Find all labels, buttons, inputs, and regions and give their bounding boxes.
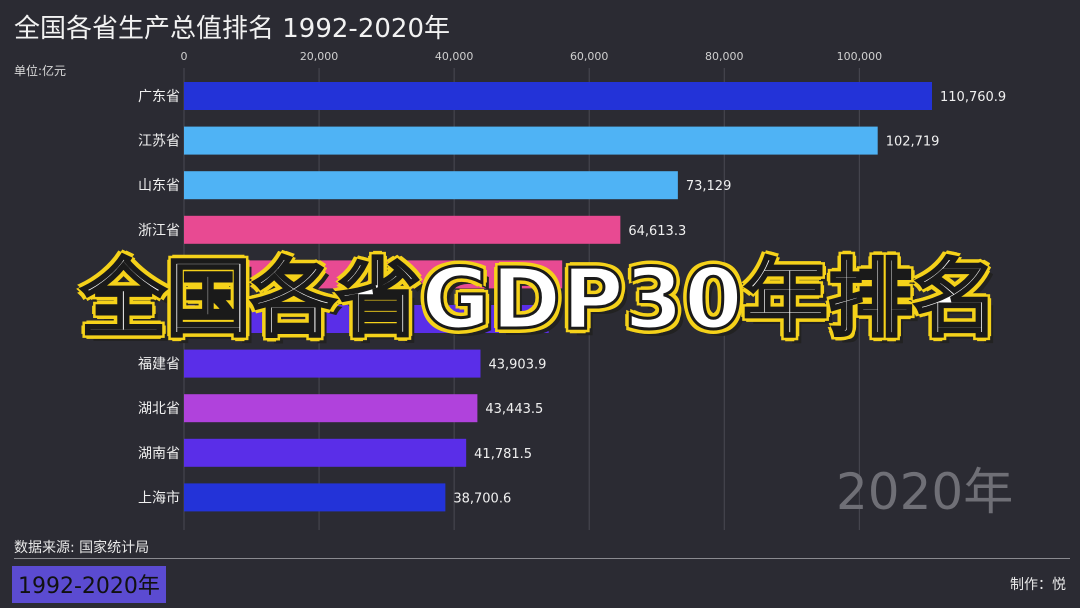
x-tick-label: 20,000 <box>300 50 339 63</box>
value-label: 38,700.6 <box>453 491 511 506</box>
x-tick-label: 40,000 <box>435 50 474 63</box>
value-label: 41,781.5 <box>474 447 532 462</box>
credit: 制作：悦 <box>1010 577 1066 593</box>
category-label: 湖北省 <box>138 401 180 417</box>
value-label: 110,760.9 <box>940 90 1006 105</box>
bar <box>184 171 678 200</box>
bar-layer <box>184 82 932 512</box>
x-tick-label: 0 <box>181 50 188 63</box>
category-label: 广东省 <box>138 89 180 105</box>
category-label: 福建省 <box>138 357 180 373</box>
bar <box>184 438 467 467</box>
bar-chart: 0 20,000 40,000 60,000 80,000 100,000 广东省江苏省山… <box>138 50 1006 530</box>
overlay-caption: 全国各省GDP30年排名 <box>80 249 999 350</box>
category-label: 山东省 <box>138 178 180 194</box>
category-label: 上海市 <box>138 489 180 506</box>
unit-label: 单位:亿元 <box>14 64 67 78</box>
category-label: 浙江省 <box>138 223 180 239</box>
chart-title: 全国各省生产总值排名 1992-2020年 <box>14 14 450 44</box>
value-label: 43,443.5 <box>485 402 543 417</box>
value-label-layer: 110,760.9 102,719 73,129 64,613.3 43,903.9 43… <box>453 90 1006 506</box>
bar <box>184 215 621 244</box>
bar <box>184 82 932 110</box>
value-label: 102,719 <box>886 135 940 150</box>
data-source: 数据来源: 国家统计局 <box>14 540 150 556</box>
x-tick-label: 60,000 <box>570 50 609 63</box>
bar <box>184 126 878 155</box>
bar <box>184 260 563 289</box>
category-label: 湖南省 <box>138 446 180 462</box>
x-tick-layer: 0 20,000 40,000 60,000 80,000 100,000 <box>181 50 883 63</box>
range-badge: 1992-2020年 <box>12 566 166 603</box>
category-label: 江苏省 <box>138 134 180 150</box>
divider <box>14 558 1070 559</box>
bar <box>184 305 549 333</box>
x-tick-label: 80,000 <box>705 50 744 63</box>
bar <box>184 349 481 378</box>
value-label: 64,613.3 <box>628 224 686 239</box>
bar <box>184 394 478 423</box>
year-watermark: 2020年 <box>836 463 1014 521</box>
value-label: 73,129 <box>686 179 732 194</box>
x-tick-label: 100,000 <box>837 50 883 63</box>
value-label: 43,903.9 <box>488 358 546 373</box>
bar <box>184 483 446 512</box>
